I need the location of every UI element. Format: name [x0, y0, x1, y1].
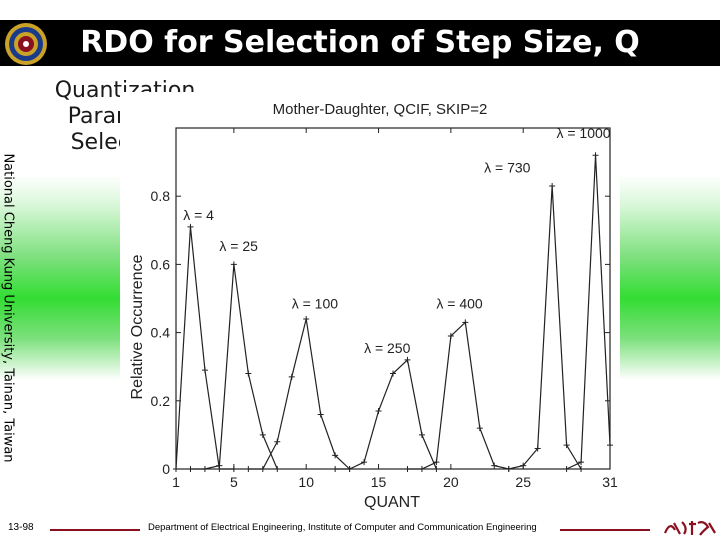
data-point	[201, 367, 208, 374]
plot-frame	[175, 127, 611, 470]
series-2: λ = 100	[245, 296, 353, 472]
series-0: λ = 4	[173, 207, 237, 472]
data-point	[418, 431, 425, 438]
x-tick-label: 31	[602, 474, 618, 490]
data-point	[404, 466, 411, 472]
data-point	[187, 466, 194, 472]
series-line	[407, 321, 509, 470]
data-point	[288, 373, 295, 380]
series-label: λ = 1000	[556, 125, 610, 141]
side-text-label: National Cheng Kung University, Tainan, …	[0, 152, 16, 463]
data-point	[274, 466, 281, 472]
data-point	[534, 445, 541, 452]
data-point	[433, 466, 440, 472]
y-axis-label: Relative Occurrence	[129, 254, 146, 399]
data-point	[592, 152, 599, 159]
data-point	[375, 408, 382, 415]
university-calligraphy-logo-icon	[662, 518, 718, 538]
series-label: λ = 4	[183, 207, 214, 223]
data-point	[216, 462, 223, 469]
y-tick-label: 0	[162, 461, 170, 477]
chart-title: Mother-Daughter, QCIF, SKIP=2	[273, 101, 488, 118]
y-tick-label: 0.6	[151, 256, 171, 272]
title-bar: RDO for Selection of Step Size, Q	[0, 20, 720, 66]
series-3: λ = 250	[332, 340, 440, 472]
data-point	[578, 459, 585, 466]
x-tick-label: 20	[443, 474, 459, 490]
data-point	[259, 466, 266, 472]
data-point	[433, 459, 440, 466]
x-tick-label: 5	[230, 474, 238, 490]
data-point	[361, 459, 368, 466]
series-5: λ = 730	[484, 159, 585, 472]
y-tick-label: 0.8	[151, 188, 171, 204]
data-point	[505, 466, 512, 472]
data-point	[404, 356, 411, 363]
data-point	[303, 315, 310, 322]
data-point	[332, 452, 339, 459]
data-point	[476, 425, 483, 432]
chart-series: λ = 4 λ = 25 λ = 100 λ = 250 λ = 400 λ = 730 λ…	[173, 125, 613, 472]
data-point	[462, 319, 469, 326]
x-tick-label: 15	[371, 474, 387, 490]
data-point	[418, 466, 425, 472]
data-point	[520, 462, 527, 469]
series-label: λ = 25	[219, 238, 258, 254]
x-tick-label: 25	[515, 474, 531, 490]
footer-divider-right	[560, 529, 650, 531]
side-text: National Cheng Kung University, Tainan, …	[0, 153, 16, 462]
series-6: λ = 1000	[556, 125, 613, 472]
data-point	[332, 466, 339, 472]
data-point	[578, 466, 585, 472]
data-point	[317, 411, 324, 418]
data-point	[230, 261, 237, 268]
x-axis-label: QUANT	[364, 494, 420, 511]
data-point	[245, 370, 252, 377]
data-point	[447, 333, 454, 340]
data-point	[563, 442, 570, 449]
data-point	[563, 466, 570, 472]
x-tick-label: 1	[172, 474, 180, 490]
data-point	[346, 466, 353, 472]
data-point	[549, 182, 556, 189]
series-line	[335, 358, 437, 470]
relative-occurrence-chart: Mother-Daughter, QCIF, SKIP=2 1 5 10 15 20 25…	[120, 92, 620, 512]
series-label: λ = 250	[364, 340, 411, 356]
slide-title: RDO for Selection of Step Size, Q	[80, 25, 640, 60]
data-point	[259, 431, 266, 438]
series-line	[566, 155, 611, 470]
series-label: λ = 730	[484, 159, 531, 175]
footer-divider-left	[50, 529, 140, 531]
data-point	[274, 438, 281, 445]
series-line	[248, 318, 351, 470]
university-emblem-icon	[5, 23, 47, 65]
data-point	[201, 466, 208, 472]
data-point	[607, 442, 613, 449]
series-line	[508, 185, 582, 470]
data-point	[173, 466, 179, 472]
data-point	[245, 466, 252, 472]
series-label: λ = 100	[292, 296, 339, 312]
series-label: λ = 400	[436, 296, 483, 312]
y-tick-label: 0.2	[151, 393, 171, 409]
data-point	[230, 466, 237, 472]
footer-department: Department of Electrical Engineering, In…	[148, 522, 537, 533]
y-tick-label: 0.4	[151, 325, 171, 341]
series-1: λ = 25	[187, 238, 281, 472]
data-point	[187, 223, 194, 230]
page-number: 13-98	[8, 522, 34, 533]
x-tick-label: 10	[298, 474, 314, 490]
data-point	[390, 370, 396, 377]
data-point	[491, 462, 498, 469]
